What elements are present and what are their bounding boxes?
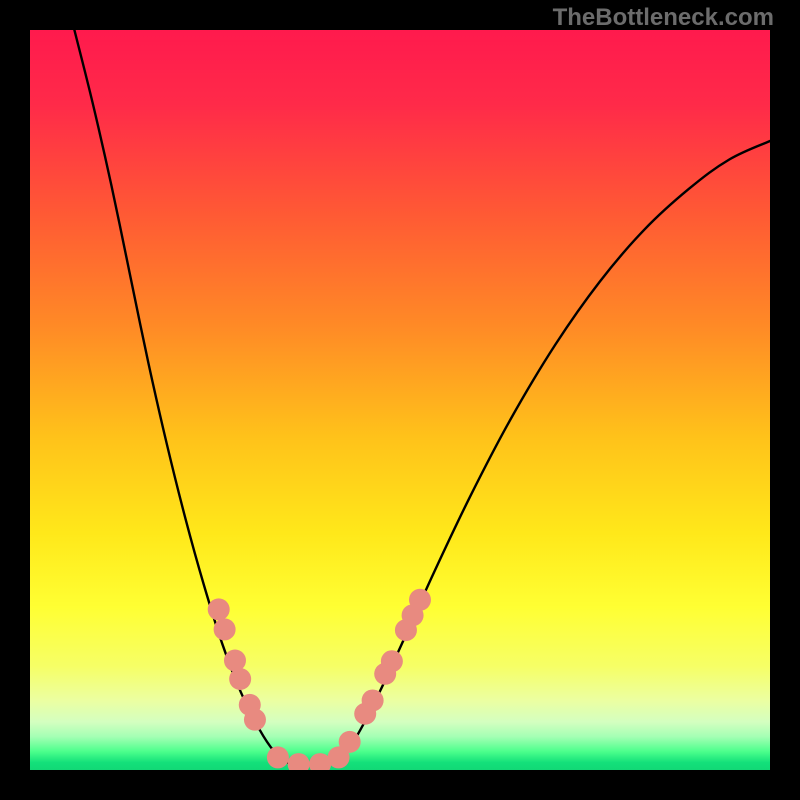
marker-group bbox=[208, 589, 431, 770]
data-marker bbox=[288, 753, 310, 770]
data-marker bbox=[381, 650, 403, 672]
data-marker bbox=[362, 689, 384, 711]
plot-area bbox=[30, 30, 770, 770]
data-marker bbox=[339, 731, 361, 753]
data-marker bbox=[214, 618, 236, 640]
data-marker bbox=[208, 598, 230, 620]
bottleneck-curve bbox=[74, 30, 770, 765]
watermark-text: TheBottleneck.com bbox=[553, 4, 774, 32]
data-marker bbox=[267, 746, 289, 768]
data-marker bbox=[244, 709, 266, 731]
data-marker bbox=[224, 649, 246, 671]
curve-layer bbox=[30, 30, 770, 770]
chart-stage: TheBottleneck.com bbox=[0, 0, 800, 800]
data-marker bbox=[409, 589, 431, 611]
data-marker bbox=[229, 668, 251, 690]
